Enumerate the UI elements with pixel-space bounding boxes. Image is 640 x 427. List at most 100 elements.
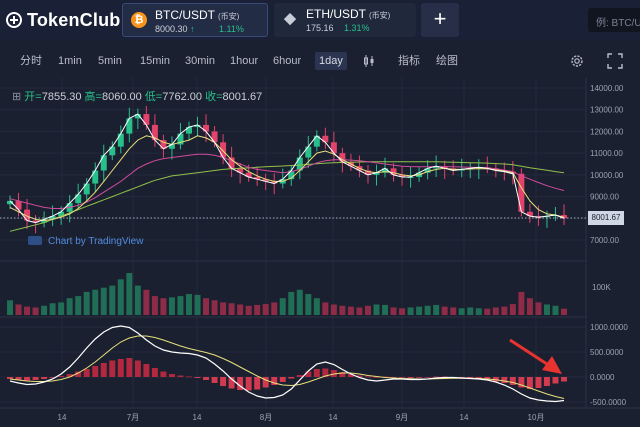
macd-hist-bar <box>58 376 65 377</box>
candle-body <box>109 146 116 156</box>
volume-bar <box>305 294 312 315</box>
timeframe-fenshi[interactable]: 分时 <box>20 55 42 67</box>
macd-hist-bar <box>279 377 286 382</box>
candle-body <box>262 179 269 182</box>
add-pair-button[interactable]: + <box>421 3 459 37</box>
candle-body <box>271 181 278 184</box>
candle-body <box>117 133 124 147</box>
search-input[interactable]: 例: BTC/USDT <box>588 8 640 32</box>
candle-body <box>58 211 65 217</box>
volume-bar <box>58 302 65 315</box>
macd-hist-bar <box>347 374 354 377</box>
pair-name: BTC/USDT (币安) <box>155 8 240 22</box>
macd-hist-bar <box>100 363 107 377</box>
price-tick-label: 7000.00 <box>590 236 619 245</box>
macd-hist-bar <box>416 377 423 378</box>
time-tick-label: 14 <box>460 413 469 422</box>
macd-tick-label: -500.0000 <box>590 398 627 407</box>
macd-hist-bar <box>41 377 48 379</box>
candle-body <box>526 211 533 217</box>
macd-hist-bar <box>177 375 184 377</box>
macd-hist-bar <box>382 376 388 378</box>
timeframe-6hour[interactable]: 6hour <box>273 55 302 67</box>
tradingview-watermark[interactable]: Chart by TradingView <box>28 236 143 247</box>
macd-hist-bar <box>339 372 346 377</box>
candle-body <box>168 144 175 149</box>
timeframe-5min[interactable]: 5min <box>98 55 122 67</box>
candle-body <box>339 153 346 162</box>
macd-hist-bar <box>535 377 542 388</box>
candle-body <box>407 177 414 179</box>
macd-hist-bar <box>92 366 99 377</box>
ohlc-high: 8060.00 <box>101 91 142 103</box>
macd-hist-bar <box>109 360 116 377</box>
macd-hist-bar <box>433 376 440 378</box>
timeframe-1day[interactable]: 1day <box>315 52 347 70</box>
volume-bar <box>49 303 56 315</box>
candle-body <box>561 215 567 219</box>
timeframe-15min[interactable]: 15min <box>140 55 170 67</box>
candle-body <box>330 142 337 154</box>
moving-averages <box>9 113 565 403</box>
volume-bar <box>211 300 218 315</box>
candle-body <box>441 166 448 169</box>
settings-gear-icon[interactable] <box>569 53 585 69</box>
pair-price: 175.16 <box>306 23 334 33</box>
volume-bar <box>407 307 414 315</box>
volume-bar <box>347 306 354 315</box>
candle-style-icon[interactable] <box>363 54 375 68</box>
legend-toggle-icon[interactable]: ⊞ <box>12 91 22 103</box>
candle-body <box>220 142 227 158</box>
pair-tab-eth-usdt[interactable]: ◆ ETH/USDT (币安) 175.16 1.31% <box>274 3 416 37</box>
volume-bar <box>160 298 167 315</box>
timeframe-1min[interactable]: 1min <box>58 55 82 67</box>
price-tick-label: 11000.00 <box>590 149 623 158</box>
ohlc-close: 8001.67 <box>222 91 263 103</box>
volume-bar <box>75 296 82 315</box>
macd-hist-bar <box>364 376 371 378</box>
volume-bar <box>535 302 542 315</box>
macd-hist-bar <box>441 376 448 378</box>
app-logo[interactable]: TokenClub <box>6 10 120 30</box>
time-tick-label: 8月 <box>260 413 272 422</box>
price-tick-label: 9000.00 <box>590 193 619 202</box>
macd-hist-bar <box>75 371 82 377</box>
top-bar: TokenClub ₿ BTC/USDT (币安) 8000.30 ↑ 1.11%… <box>0 0 640 40</box>
volume-bar <box>441 306 448 315</box>
candle-body <box>228 157 235 169</box>
volume-bar <box>100 287 107 315</box>
candle-body <box>160 140 167 149</box>
timeframe-30min[interactable]: 30min <box>185 55 215 67</box>
macd-hist-bar <box>492 377 499 382</box>
volume-bar <box>399 308 406 315</box>
volume-bar <box>143 289 150 315</box>
volume-bar <box>296 289 303 315</box>
ma-line-pink <box>9 153 565 209</box>
ma-line-white <box>9 113 565 224</box>
pair-tab-btc-usdt[interactable]: ₿ BTC/USDT (币安) 8000.30 ↑ 1.11% <box>122 3 268 37</box>
drawing-tools-button[interactable]: 绘图 <box>436 55 458 67</box>
pair-change: 1.11% <box>219 24 244 34</box>
fullscreen-icon[interactable] <box>607 53 623 69</box>
price-chart[interactable]: 14000.00 13000.00 12000.00 11000.00 10000.00… <box>0 78 640 427</box>
volume-bar <box>237 304 244 315</box>
volume-bar <box>467 307 474 315</box>
macd-hist-bar <box>552 377 559 384</box>
time-tick-label: 14 <box>193 413 202 422</box>
volume-bar <box>66 298 73 315</box>
price-tick-label: 12000.00 <box>590 127 624 136</box>
candle-body <box>458 169 465 171</box>
volume-bar <box>518 291 525 315</box>
timeframe-1hour[interactable]: 1hour <box>230 55 259 67</box>
volume-bar <box>433 304 440 315</box>
macd-hist-bar <box>509 377 516 385</box>
macd-hist-bar <box>399 377 406 378</box>
macd-hist-bar <box>322 368 329 377</box>
volume-bar <box>424 305 431 315</box>
indicators-button[interactable]: 指标 <box>398 55 420 67</box>
macd-hist-bar <box>83 369 90 377</box>
volume-bar <box>509 304 516 315</box>
candle-body <box>322 135 329 143</box>
time-tick-label: 9月 <box>396 413 408 422</box>
macd-hist-bar <box>501 377 508 383</box>
